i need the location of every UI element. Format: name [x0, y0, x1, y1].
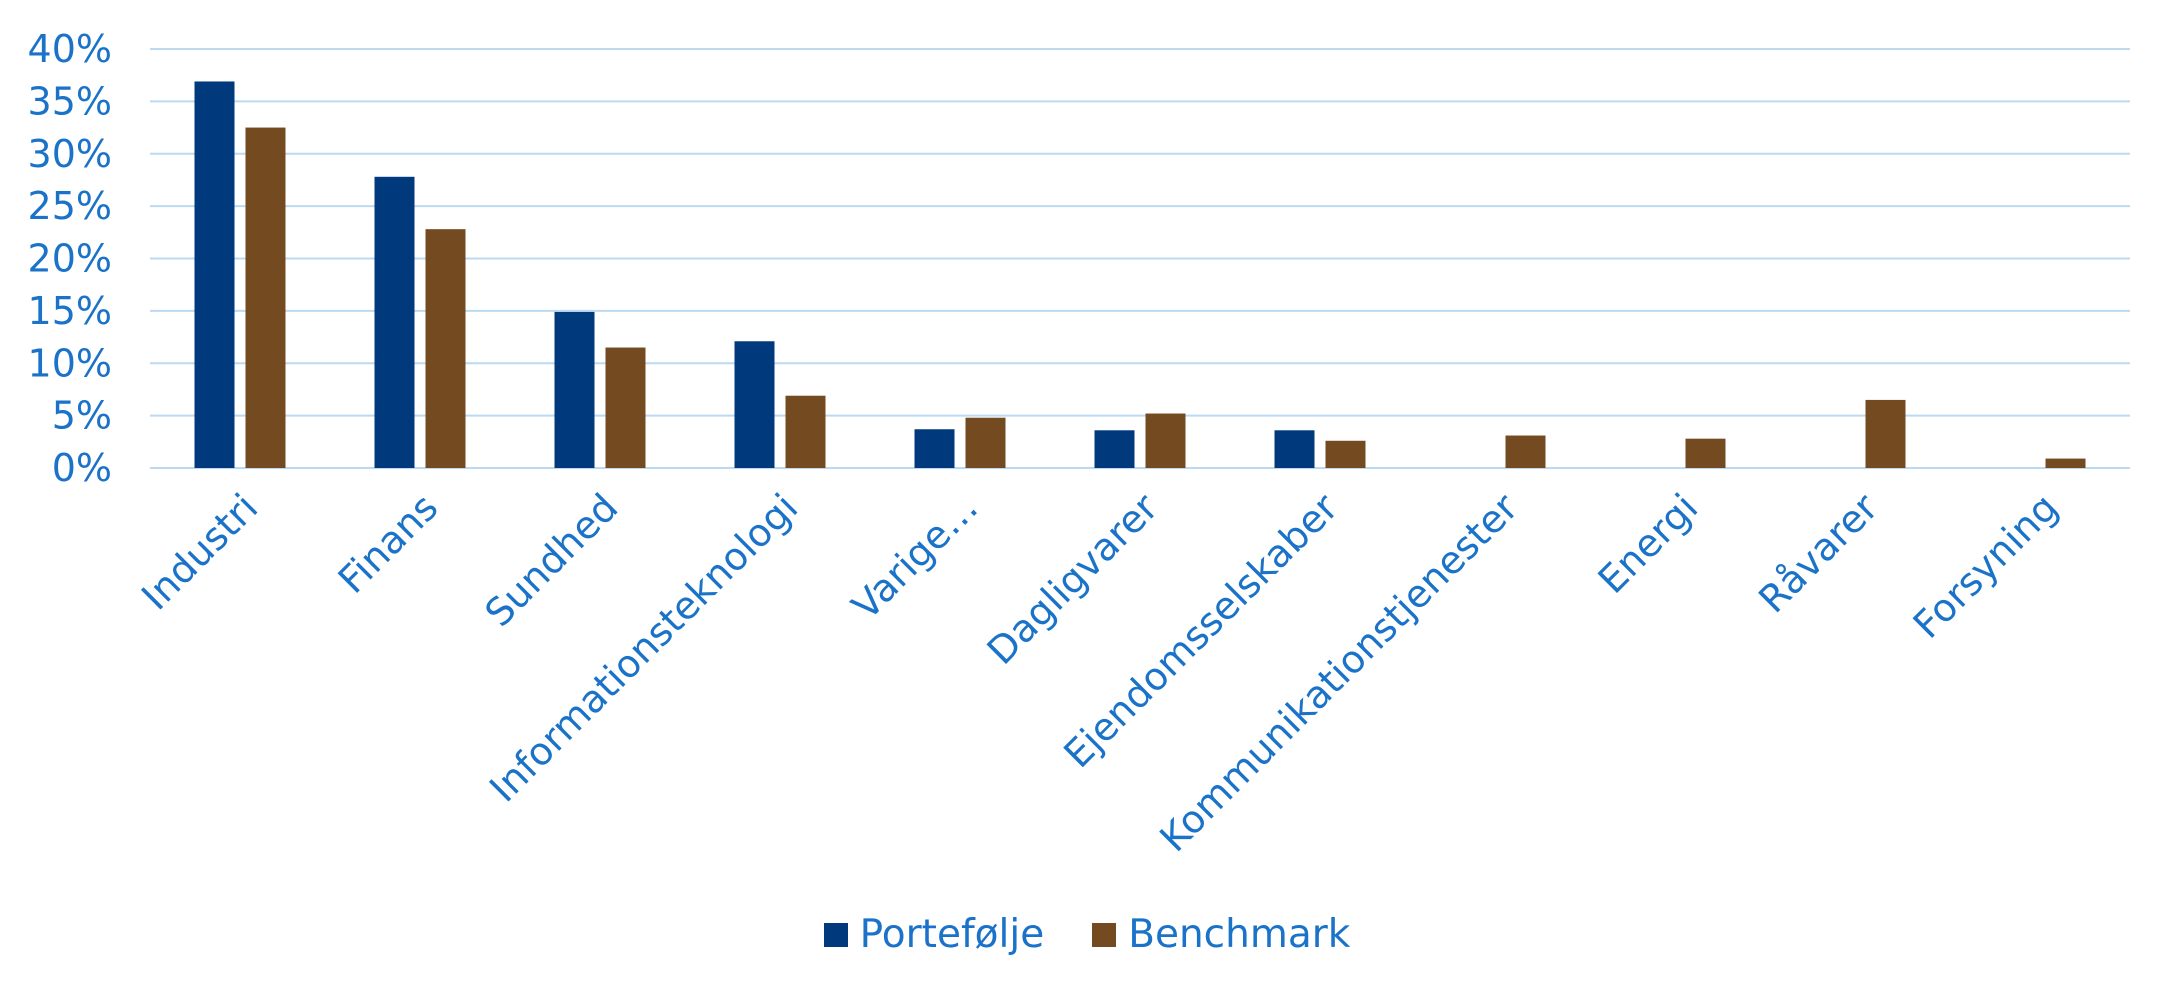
bar-benchmark	[1145, 413, 1186, 468]
bar-portfolio	[734, 341, 775, 468]
legend-swatch-benchmark	[1092, 922, 1117, 947]
bar-benchmark	[605, 347, 646, 468]
y-tick-label: 35%	[28, 79, 112, 123]
y-tick-label: 20%	[28, 237, 112, 281]
bar-portfolio	[554, 311, 595, 468]
bar-benchmark	[1685, 438, 1726, 468]
x-tick-label: Sundhed	[476, 485, 626, 635]
x-tick-label: Dagligvarer	[979, 485, 1167, 673]
bar-benchmark	[1865, 399, 1906, 468]
bar-portfolio	[1274, 430, 1315, 468]
bar-benchmark	[1505, 435, 1546, 468]
bar-portfolio	[914, 429, 955, 468]
x-tick-label: Industri	[133, 485, 266, 618]
x-tick-label: Informationsteknologi	[481, 485, 806, 810]
y-tick-label: 30%	[28, 132, 112, 176]
x-tick-label: Råvarer	[1750, 485, 1886, 621]
y-tick-label: 5%	[52, 394, 112, 438]
legend-item-portfolio: Portefølje	[823, 912, 1045, 957]
y-tick-label: 15%	[28, 289, 112, 333]
y-tick-label: 10%	[28, 341, 112, 385]
x-tick-label: Finans	[330, 485, 447, 602]
legend-label-benchmark: Benchmark	[1128, 912, 1351, 957]
legend-label-portfolio: Portefølje	[859, 912, 1045, 957]
bar-benchmark	[785, 395, 826, 468]
y-tick-label: 25%	[28, 184, 112, 228]
x-tick-label: Forsyning	[1905, 485, 2067, 647]
bar-benchmark	[245, 127, 286, 468]
bar-portfolio	[1094, 430, 1135, 468]
y-tick-label: 40%	[28, 27, 112, 71]
x-tick-label: Energi	[1590, 485, 1707, 602]
bar-portfolio	[374, 176, 415, 469]
bar-benchmark	[2045, 458, 2086, 468]
x-tick-label: Varige…	[844, 485, 987, 628]
bar-benchmark	[965, 417, 1006, 468]
legend-item-benchmark: Benchmark	[1092, 912, 1350, 957]
x-tick-label: Kommunikationstjenester	[1151, 485, 1526, 860]
bar-benchmark	[1325, 440, 1366, 468]
y-tick-label: 0%	[52, 446, 112, 490]
legend-swatch-portfolio	[823, 922, 848, 947]
legend: Portefølje Benchmark	[0, 912, 2174, 957]
bar-portfolio	[194, 81, 235, 468]
bar-benchmark	[425, 229, 466, 468]
